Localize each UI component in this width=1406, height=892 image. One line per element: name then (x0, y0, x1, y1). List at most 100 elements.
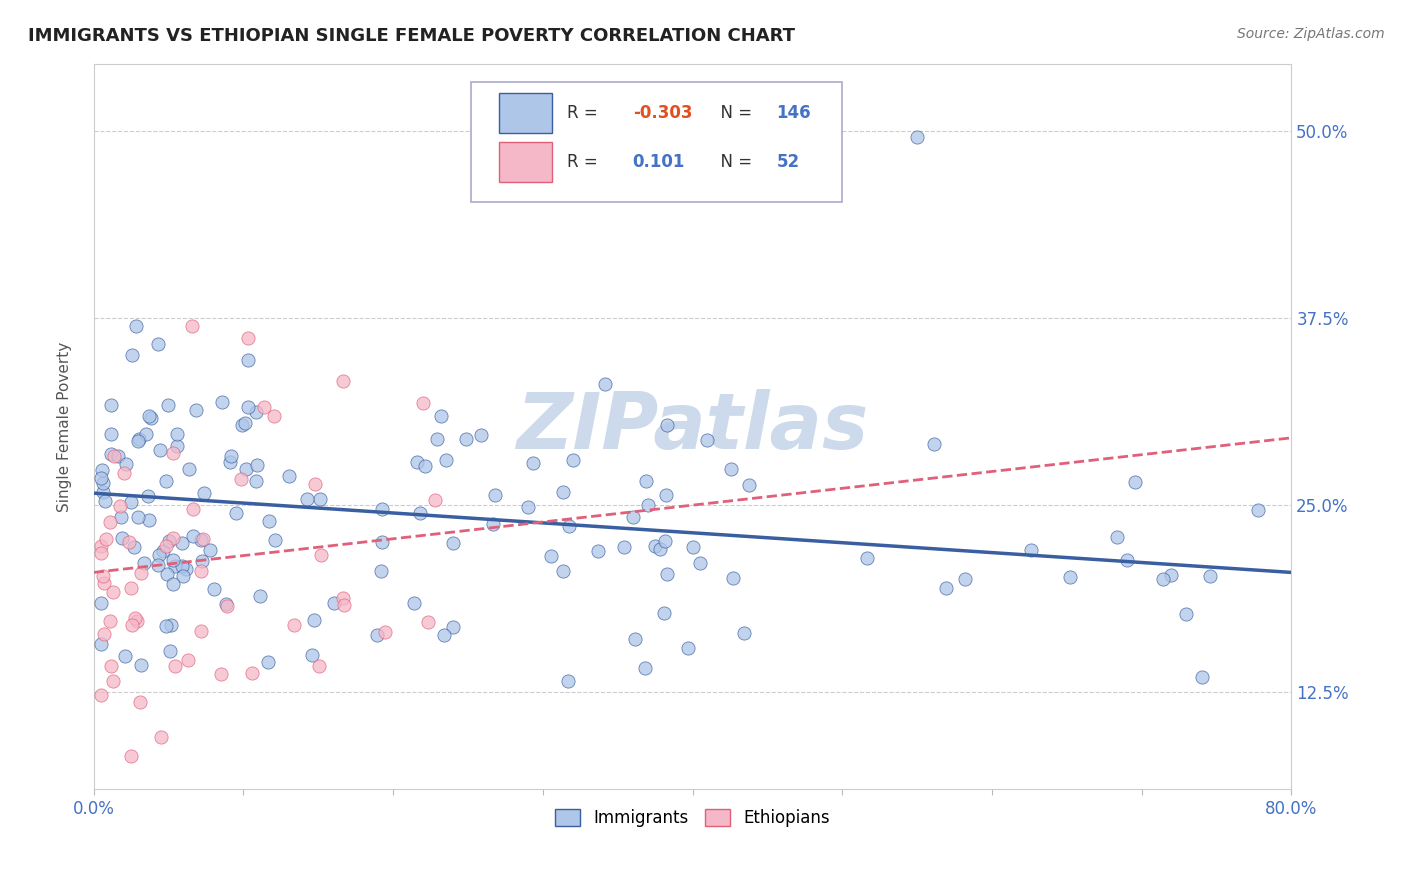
Point (721, 571, 744, 585)
Point (225, 507, 247, 521)
Point (118, 534, 141, 549)
Point (332, 375, 354, 389)
Point (107, 449, 129, 463)
Point (184, 403, 207, 417)
Point (114, 648, 136, 663)
Point (90, 688, 112, 702)
Point (404, 596, 426, 610)
Point (94, 532, 117, 546)
Point (177, 462, 200, 476)
Point (689, 556, 711, 570)
Point (101, 584, 124, 599)
Point (593, 376, 616, 391)
Point (162, 446, 184, 460)
Point (129, 658, 152, 673)
Point (246, 458, 269, 472)
Point (90, 471, 112, 485)
Point (146, 337, 169, 351)
Point (650, 541, 672, 556)
Point (127, 510, 149, 524)
Point (162, 532, 184, 546)
Point (93, 627, 115, 641)
Point (94, 494, 117, 508)
Point (146, 558, 169, 572)
Point (236, 352, 259, 367)
Point (522, 456, 544, 470)
Point (304, 614, 326, 628)
Point (163, 659, 186, 673)
Text: 146: 146 (776, 103, 811, 121)
Point (655, 488, 678, 502)
Point (91, 569, 114, 583)
Point (484, 488, 506, 502)
Point (90, 463, 112, 477)
Point (215, 597, 238, 611)
Point (112, 466, 135, 480)
Point (634, 474, 657, 488)
Point (100, 658, 122, 673)
Point (132, 556, 155, 570)
Point (406, 455, 429, 469)
Point (308, 658, 330, 673)
Point (198, 542, 221, 557)
Point (257, 514, 280, 528)
Point (155, 474, 177, 488)
Point (374, 625, 396, 640)
Point (236, 400, 259, 414)
Point (623, 632, 645, 647)
Point (120, 581, 142, 595)
Point (190, 624, 212, 639)
Text: -0.303: -0.303 (633, 103, 692, 121)
Point (91, 476, 114, 491)
Point (245, 405, 267, 419)
Point (443, 536, 465, 550)
Point (553, 484, 575, 499)
Point (738, 478, 761, 492)
Point (217, 599, 239, 613)
Point (229, 472, 252, 486)
Point (654, 534, 676, 549)
Point (93, 576, 115, 591)
Point (124, 611, 146, 625)
Y-axis label: Single Female Poverty: Single Female Poverty (58, 342, 72, 512)
Point (413, 459, 436, 474)
Point (128, 432, 150, 446)
Point (90, 539, 112, 553)
Point (160, 617, 183, 632)
Point (613, 540, 636, 554)
Point (152, 544, 174, 558)
Point (127, 434, 149, 449)
Point (231, 417, 253, 432)
Point (90, 637, 112, 651)
Point (561, 453, 583, 467)
Point (245, 475, 267, 489)
Point (371, 502, 394, 516)
Point (176, 562, 198, 576)
Point (277, 469, 299, 483)
Point (301, 648, 323, 662)
Point (172, 535, 194, 549)
Point (430, 409, 453, 423)
Text: Source: ZipAtlas.com: Source: ZipAtlas.com (1237, 27, 1385, 41)
Point (433, 628, 456, 642)
Point (238, 331, 260, 345)
Point (98, 515, 121, 529)
Point (166, 427, 188, 442)
Point (156, 567, 179, 582)
Point (240, 665, 263, 680)
Point (1191, 670, 1213, 684)
Point (551, 565, 574, 579)
Point (1198, 569, 1220, 583)
Point (136, 489, 159, 503)
Point (233, 416, 256, 430)
Point (90, 545, 112, 559)
Point (177, 653, 200, 667)
Point (100, 446, 122, 460)
Point (139, 410, 162, 425)
Text: N =: N = (710, 153, 758, 170)
Point (166, 439, 188, 453)
Point (162, 577, 184, 591)
Point (637, 498, 659, 512)
Point (159, 643, 181, 657)
Point (855, 551, 877, 566)
